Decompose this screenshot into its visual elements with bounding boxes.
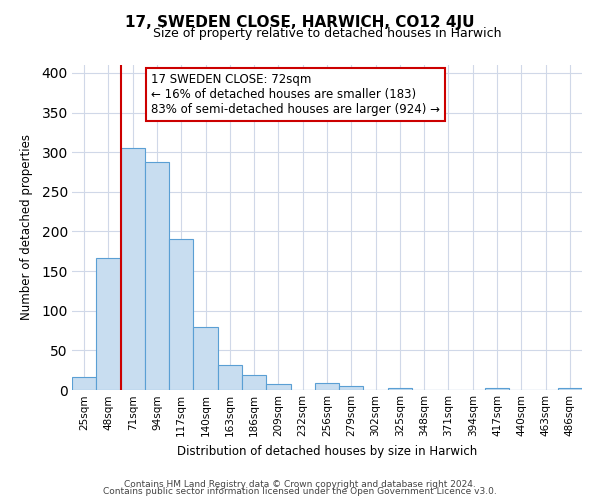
Bar (266, 384, 290, 390)
Text: Contains public sector information licensed under the Open Government Licence v3: Contains public sector information licen… (103, 488, 497, 496)
Bar (242, 375, 266, 390)
Text: 17, SWEDEN CLOSE, HARWICH, CO12 4JU: 17, SWEDEN CLOSE, HARWICH, CO12 4JU (125, 15, 475, 30)
Bar (315, 383, 339, 390)
Y-axis label: Number of detached properties: Number of detached properties (20, 134, 33, 320)
Bar (558, 388, 582, 390)
Bar (121, 148, 145, 390)
Bar (218, 364, 242, 390)
Text: Contains HM Land Registry data © Crown copyright and database right 2024.: Contains HM Land Registry data © Crown c… (124, 480, 476, 489)
Title: Size of property relative to detached houses in Harwich: Size of property relative to detached ho… (153, 27, 501, 40)
Bar (485, 388, 509, 390)
Bar (193, 328, 218, 390)
Bar (72, 378, 96, 390)
Text: 17 SWEDEN CLOSE: 72sqm
← 16% of detached houses are smaller (183)
83% of semi-de: 17 SWEDEN CLOSE: 72sqm ← 16% of detached… (151, 73, 440, 116)
Bar (145, 162, 169, 390)
Bar (339, 386, 364, 390)
Bar (169, 238, 193, 390)
X-axis label: Distribution of detached houses by size in Harwich: Distribution of detached houses by size … (177, 444, 477, 458)
Bar (96, 258, 121, 390)
Bar (388, 388, 412, 390)
